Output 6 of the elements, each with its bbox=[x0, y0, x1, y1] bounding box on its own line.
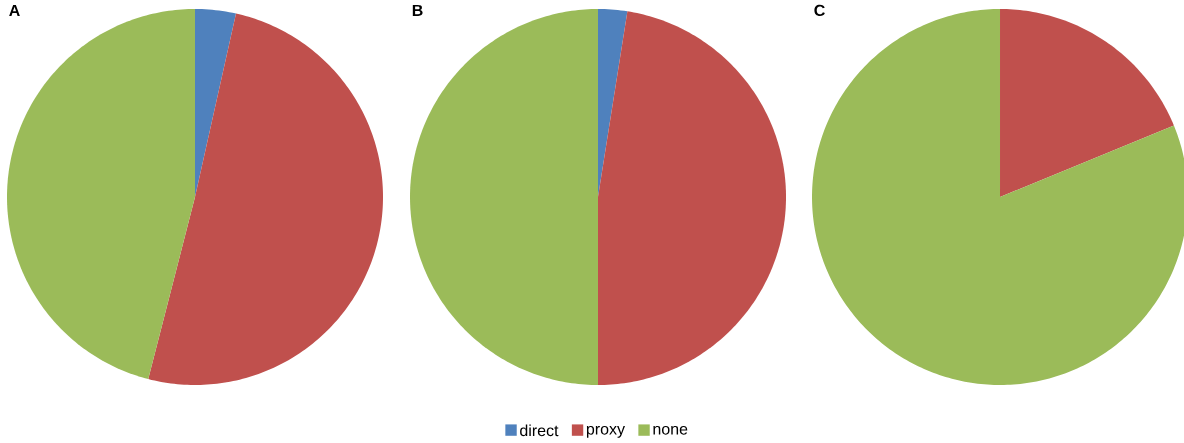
chart-title: C bbox=[814, 4, 825, 17]
chart-title: B bbox=[412, 4, 423, 16]
legend-label: none bbox=[653, 425, 688, 435]
chart-title: A bbox=[9, 4, 20, 16]
legend-label: direct bbox=[520, 424, 559, 437]
legend-label: proxy bbox=[586, 425, 625, 438]
